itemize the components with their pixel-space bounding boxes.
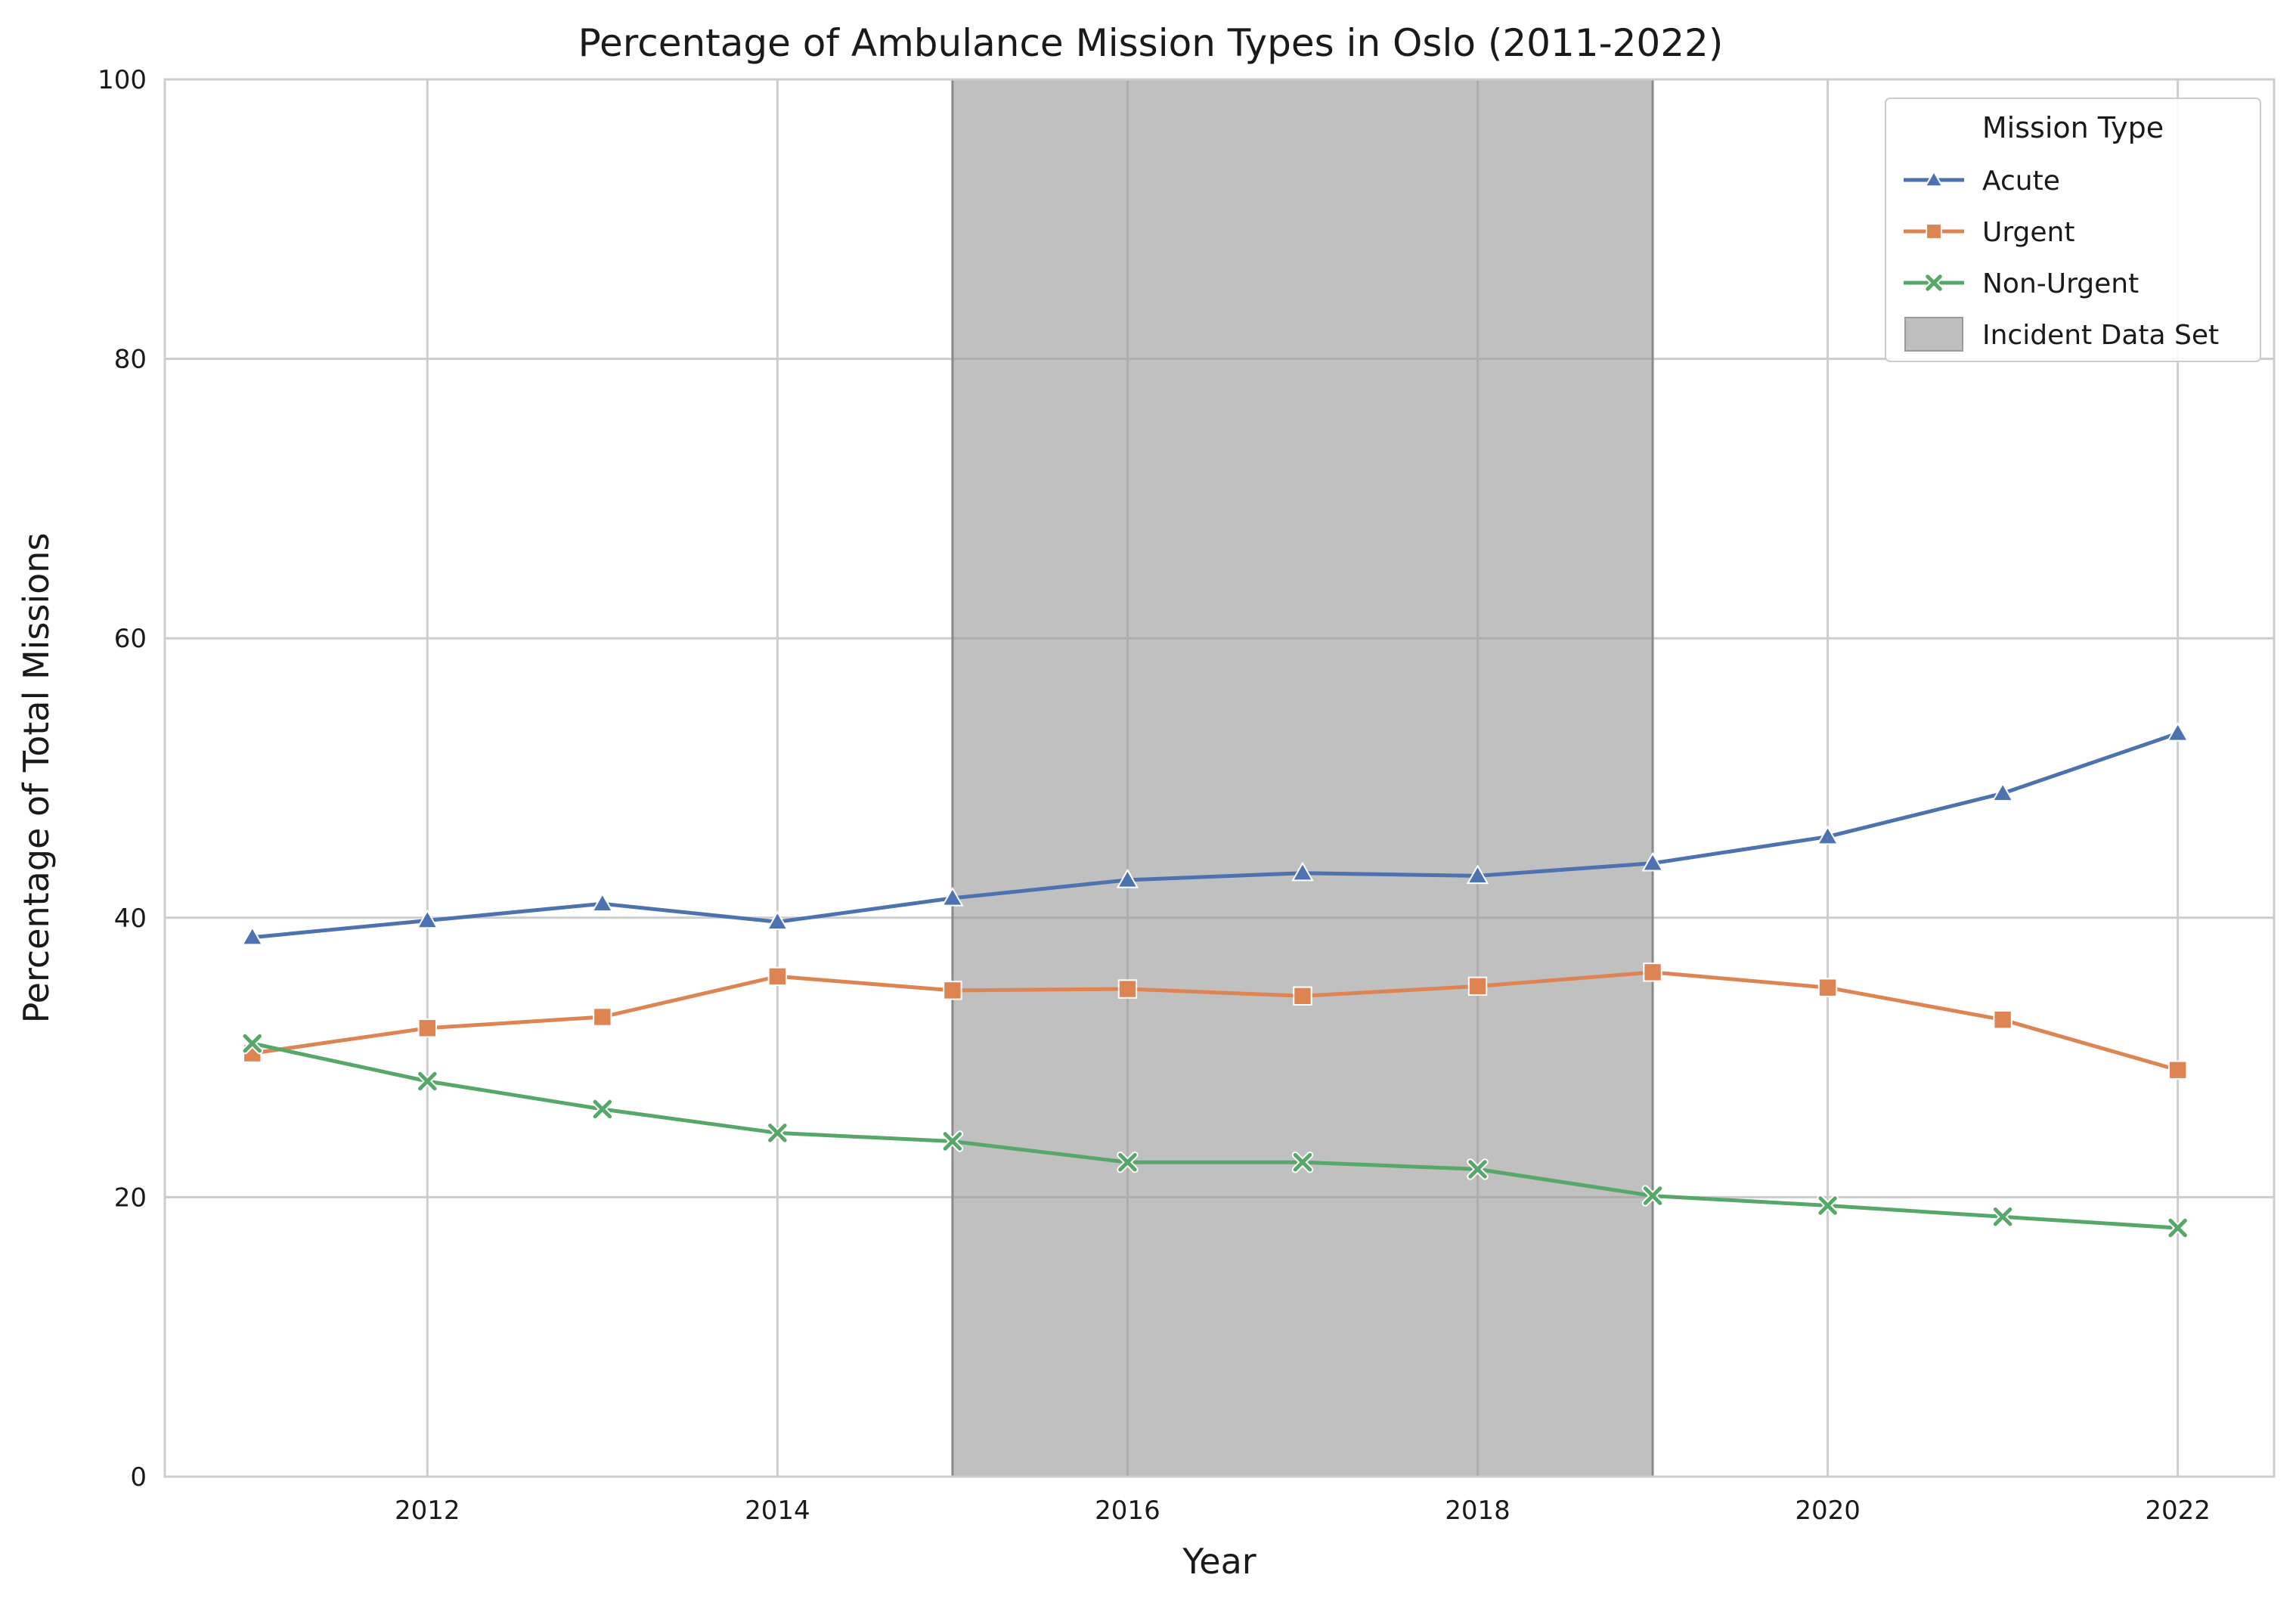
legend-item-urgent: Urgent: [1904, 217, 2074, 248]
data-point-urgent: [593, 1007, 612, 1027]
data-point-acute: [1991, 782, 2014, 802]
tick-labels: 0 20 40 60 80 100 2012 2014 2016 2018 2020 2022: [98, 65, 2211, 1526]
marker-stroke: [768, 1124, 787, 1142]
data-point-acute: [241, 925, 264, 946]
x-tick-label: 2012: [395, 1496, 460, 1526]
series-line-non-urgent: [252, 1041, 2178, 1230]
y-tick-label: 0: [130, 1462, 147, 1493]
data-point-urgent: [2167, 1060, 2188, 1080]
data-point-non-urgent: [1291, 1151, 1314, 1173]
legend-item-acute: Acute: [1904, 166, 2060, 197]
y-tick-label: 40: [114, 904, 147, 934]
y-tick-label: 100: [98, 65, 147, 95]
data-point-urgent: [1993, 1010, 2012, 1030]
data-point-non-urgent: [1467, 1158, 1489, 1180]
data-point-non-urgent: [591, 1098, 614, 1121]
data-point-non-urgent: [1991, 1206, 2014, 1228]
data-point-urgent: [943, 981, 962, 1000]
x-tick-label: 2014: [745, 1496, 810, 1526]
marker-stroke: [1643, 1186, 1662, 1205]
data-point-urgent: [1817, 978, 1838, 997]
shaded-region-layer: [951, 78, 1654, 1478]
data-point-acute: [766, 910, 789, 931]
data-point-non-urgent: [2167, 1217, 2189, 1239]
legend-label: Incident Data Set: [1982, 320, 2219, 351]
marker-stroke: [593, 1099, 612, 1119]
marker-stroke: [1926, 274, 1942, 291]
data-point-urgent: [1467, 976, 1488, 997]
data-point-acute: [2166, 721, 2189, 742]
y-tick-label: 20: [114, 1183, 147, 1213]
data-point-acute: [591, 892, 614, 913]
y-tick-label: 80: [114, 345, 147, 375]
x-tick-label: 2016: [1095, 1496, 1160, 1526]
x-tick-label: 2018: [1445, 1496, 1511, 1526]
data-point-urgent: [417, 1018, 438, 1038]
legend-swatch-marker: [1926, 223, 1942, 240]
legend-item-shaded-region: Incident Data Set: [1904, 317, 2219, 352]
data-point-acute: [1816, 825, 1839, 845]
legend-entries: Acute Urgent Non-Urgent Incident Data Set: [1904, 166, 2219, 352]
marker-stroke: [1818, 1196, 1837, 1215]
data-point-non-urgent: [1641, 1185, 1664, 1207]
series-acute: [241, 721, 2189, 946]
legend-label: Urgent: [1982, 217, 2074, 248]
y-tick-label: 60: [114, 624, 147, 654]
legend: Mission Type Acute Urgent Non-Urgent Incide…: [1885, 98, 2261, 362]
legend-label: Acute: [1982, 166, 2060, 197]
chart-title: Percentage of Ambulance Mission Types in…: [578, 21, 1724, 65]
marker-stroke: [943, 1132, 962, 1151]
data-point-acute: [1466, 864, 1489, 885]
legend-swatch-marker: [1924, 169, 1944, 188]
x-axis-label: Year: [1182, 1541, 1256, 1582]
data-point-urgent: [1293, 986, 1312, 1006]
data-point-non-urgent: [767, 1122, 789, 1144]
marker-stroke: [2168, 1218, 2187, 1238]
data-point-non-urgent: [1817, 1195, 1839, 1217]
data-point-acute: [1641, 851, 1664, 872]
legend-title: Mission Type: [1982, 111, 2164, 144]
data-point-non-urgent: [941, 1130, 964, 1152]
data-point-acute: [941, 886, 964, 907]
marker-stroke: [243, 1034, 262, 1053]
data-point-non-urgent: [1117, 1151, 1139, 1173]
x-tick-label: 2022: [2145, 1496, 2211, 1526]
plot-frame: [163, 78, 2276, 1478]
data-point-non-urgent: [417, 1070, 438, 1093]
marker-stroke: [1468, 1160, 1487, 1179]
data-point-acute: [416, 909, 439, 929]
series-non-urgent: [241, 1032, 2189, 1239]
marker-stroke: [1993, 1207, 2012, 1226]
series-layer: [241, 721, 2189, 1239]
data-point-acute: [1291, 861, 1314, 882]
series-line-urgent: [252, 970, 2179, 1072]
legend-swatch-patch: [1904, 317, 1963, 352]
marker-stroke: [418, 1071, 437, 1091]
x-tick-label: 2020: [1795, 1496, 1861, 1526]
marker-stroke: [1293, 1152, 1312, 1172]
marker-stroke: [1118, 1152, 1137, 1172]
data-point-urgent: [767, 966, 788, 987]
y-axis-label: Percentage of Total Missions: [16, 533, 57, 1024]
data-point-urgent: [1117, 979, 1138, 999]
series-line-acute: [252, 731, 2179, 940]
legend-box: [1885, 98, 2261, 362]
legend-item-non-urgent: Non-Urgent: [1904, 268, 2139, 299]
legend-swatch-marker: [1924, 273, 1944, 293]
data-point-acute: [1116, 868, 1139, 888]
data-point-urgent: [1643, 962, 1662, 982]
legend-label: Non-Urgent: [1982, 268, 2139, 299]
shaded-region: [951, 78, 1654, 1478]
data-point-non-urgent: [241, 1032, 264, 1055]
